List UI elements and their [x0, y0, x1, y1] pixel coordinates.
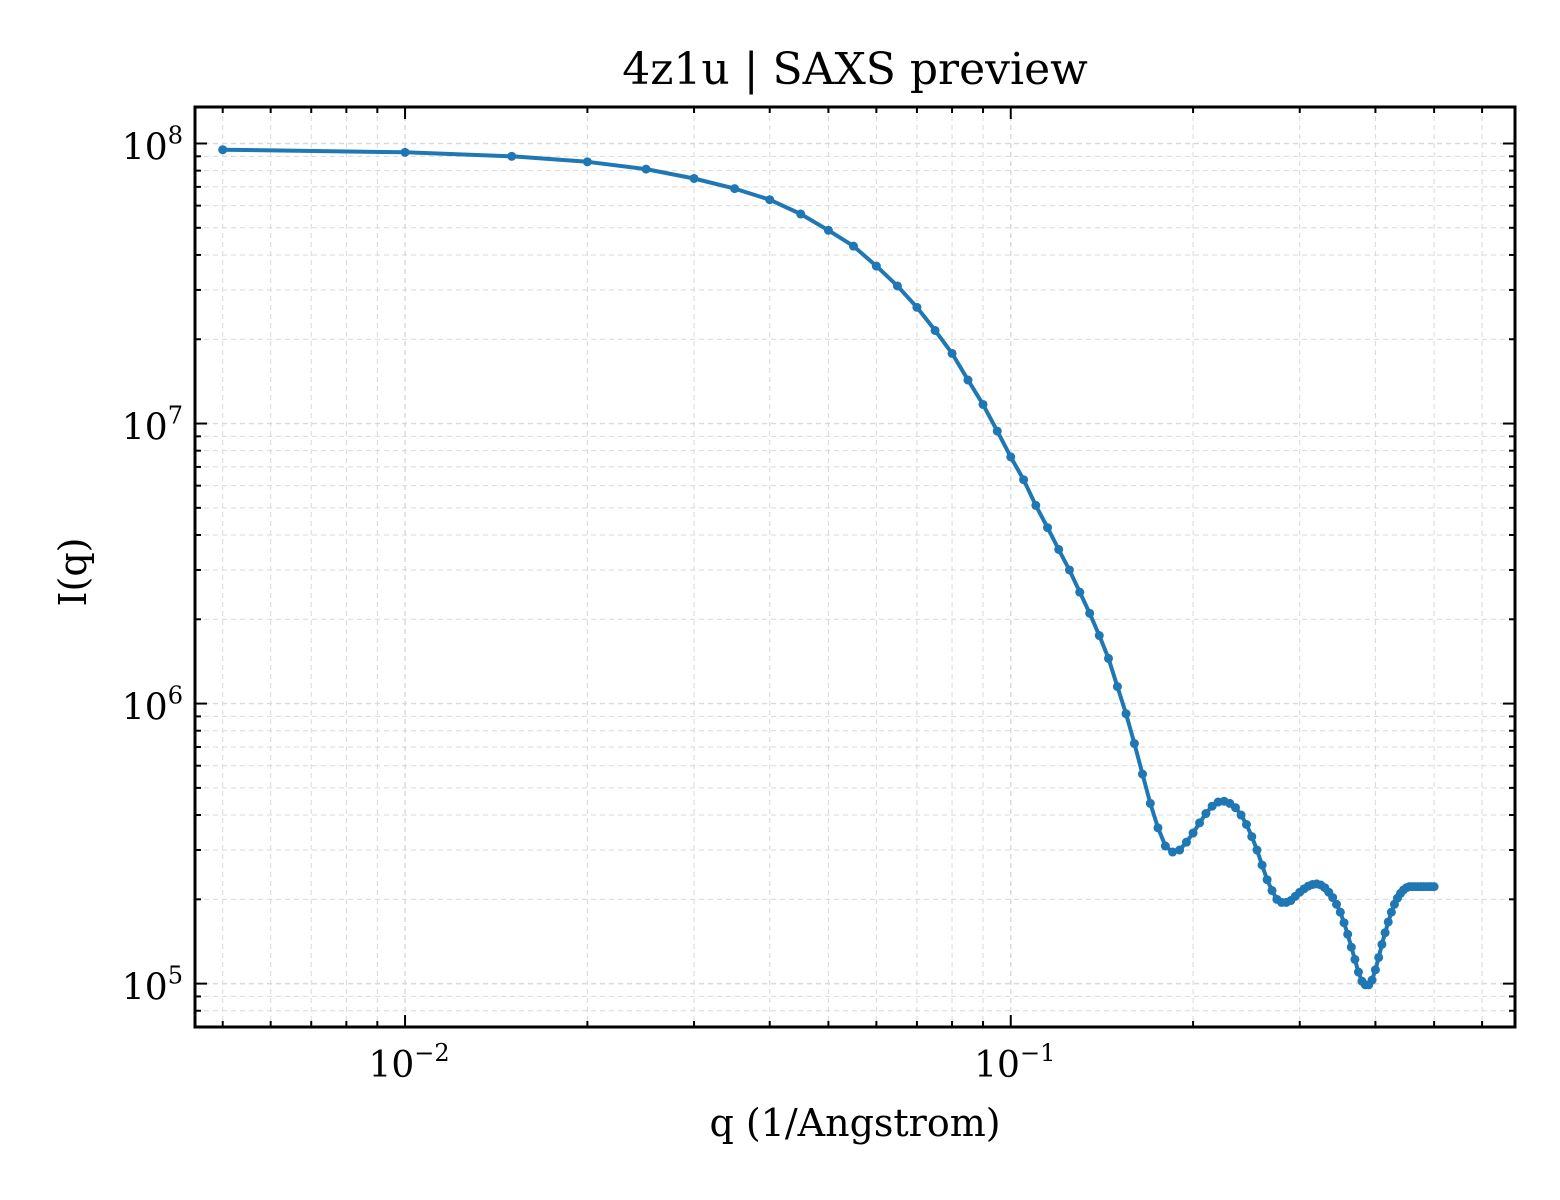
data-point [1160, 841, 1170, 851]
data-point [582, 157, 592, 167]
data-point [992, 426, 1002, 436]
data-point [848, 241, 858, 251]
data-point [1168, 847, 1178, 857]
data-point [1262, 875, 1272, 885]
data-point [1377, 939, 1387, 949]
x-axis-label: q (1/Angstrom) [709, 1101, 1000, 1145]
series-layer [218, 145, 1439, 990]
data-point [1137, 769, 1147, 779]
data-point [689, 173, 699, 183]
x-tick-label: 10−2 [368, 1039, 449, 1086]
data-point [1129, 739, 1139, 749]
series-line [220, 147, 1437, 987]
data-point [1188, 828, 1198, 838]
data-point [1043, 523, 1053, 533]
data-point [1064, 565, 1074, 575]
data-point [1175, 845, 1185, 855]
data-point [1153, 823, 1163, 833]
data-point [1335, 907, 1345, 917]
data-point [1103, 653, 1113, 663]
data-point [1343, 929, 1353, 939]
data-point [1054, 544, 1064, 554]
data-point [1181, 837, 1191, 847]
data-point [1247, 832, 1257, 842]
y-axis-label: I(q) [51, 538, 95, 607]
y-tick-label: 108 [122, 121, 183, 168]
data-point [1075, 587, 1085, 597]
data-point [765, 195, 775, 205]
y-tick-label: 107 [122, 402, 183, 449]
data-point [1031, 500, 1041, 510]
data-point [930, 325, 940, 335]
y-tick-label: 106 [122, 682, 183, 729]
data-point [1094, 631, 1104, 641]
data-point [1386, 907, 1396, 917]
data-point [1231, 803, 1241, 813]
tick-labels: 10−2 10−1 105 106 107 108 [122, 121, 1055, 1086]
data-point [796, 209, 806, 219]
data-point [892, 281, 902, 291]
data-point [1383, 917, 1393, 927]
data-point [1006, 452, 1016, 462]
data-point [1145, 798, 1155, 808]
data-point [1252, 845, 1262, 855]
data-point [1346, 942, 1356, 952]
data-point [1374, 952, 1384, 962]
data-point [1328, 893, 1338, 903]
data-point [963, 375, 973, 385]
data-point [978, 399, 988, 409]
data-point [1367, 975, 1377, 985]
plot-frame [193, 105, 1517, 1029]
data-point [1195, 818, 1205, 828]
data-point [507, 151, 517, 161]
data-point [1429, 882, 1439, 892]
data-point [871, 261, 881, 271]
data-point [1353, 967, 1363, 977]
data-point [641, 164, 651, 174]
data-point [400, 147, 410, 157]
data-point [1201, 809, 1211, 819]
data-point [1350, 954, 1360, 964]
grid-lines [195, 107, 1515, 1028]
y-tick-label: 105 [122, 962, 183, 1009]
data-point [730, 184, 740, 194]
data-point [1085, 608, 1095, 618]
data-point [1339, 918, 1349, 928]
chart-title: 4z1u | SAXS preview [622, 44, 1088, 95]
x-tick-label: 10−1 [974, 1039, 1055, 1086]
data-point [947, 348, 957, 358]
data-point [1370, 965, 1380, 975]
data-point [1121, 709, 1131, 719]
data-point [1257, 860, 1267, 870]
data-point [1112, 682, 1122, 692]
data-point [1380, 928, 1390, 938]
data-point [1019, 475, 1029, 485]
data-point [1332, 899, 1342, 909]
data-point [823, 225, 833, 235]
data-point [1241, 820, 1251, 830]
data-point [912, 302, 922, 312]
data-point [1267, 886, 1277, 896]
data-point [218, 145, 228, 155]
data-point [1236, 810, 1246, 820]
